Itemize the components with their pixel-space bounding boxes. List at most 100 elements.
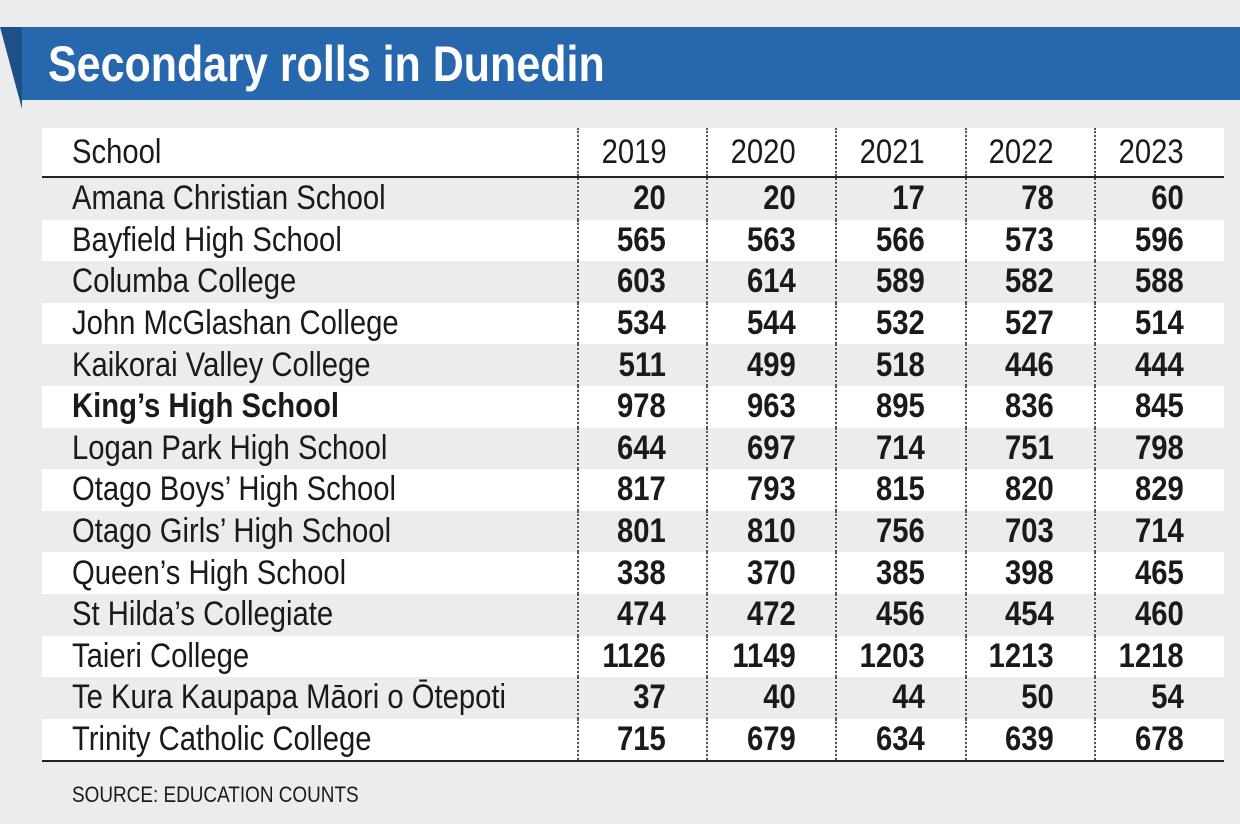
school-name-cell: King’s High School: [42, 385, 579, 428]
roll-value-cell: 370: [706, 552, 837, 594]
roll-value-cell: 793: [706, 469, 837, 511]
roll-value-cell: 798: [1093, 427, 1224, 470]
roll-value-cell: 456: [835, 593, 966, 636]
roll-value-cell: 644: [577, 427, 708, 470]
roll-value-cell: 338: [577, 552, 708, 594]
roll-value-cell: 1149: [706, 635, 837, 678]
roll-value-cell: 614: [706, 261, 837, 303]
chart-title: Secondary rolls in Dunedin: [48, 36, 605, 92]
school-name-cell: Taieri College: [42, 635, 579, 678]
column-header-2022: 2022: [964, 128, 1095, 177]
roll-value-cell: 582: [964, 261, 1095, 303]
table-row: King’s High School 978 963 895 836 845: [42, 385, 1224, 428]
roll-value-cell: 845: [1093, 385, 1224, 428]
table-row: St Hilda’s Collegiate 474 472 456 454 460: [42, 593, 1224, 636]
table-row: Te Kura Kaupapa Māori o Ōtepoti 37 40 44 50 5…: [42, 677, 1224, 719]
roll-value-cell: 810: [706, 510, 837, 553]
rolls-table: School 2019 2020 2021 2022 2023 Amana Christi…: [42, 128, 1224, 762]
roll-value-cell: 756: [835, 510, 966, 553]
table-row: Bayfield High School 565 563 566 573 596: [42, 219, 1224, 262]
roll-value-cell: 446: [964, 344, 1095, 386]
school-name-cell: Bayfield High School: [42, 219, 579, 262]
school-name-cell: Otago Boys’ High School: [42, 469, 579, 511]
roll-value-cell: 54: [1093, 677, 1224, 719]
roll-value-cell: 817: [577, 469, 708, 511]
roll-value-cell: 697: [706, 427, 837, 470]
school-name-cell: St Hilda’s Collegiate: [42, 593, 579, 636]
table-row: Amana Christian School 20 20 17 78 60: [42, 177, 1224, 220]
roll-value-cell: 474: [577, 593, 708, 636]
roll-value-cell: 460: [1093, 593, 1224, 636]
roll-value-cell: 679: [706, 718, 837, 762]
table-row: Kaikorai Valley College 511 499 518 446 444: [42, 344, 1224, 386]
roll-value-cell: 589: [835, 261, 966, 303]
roll-value-cell: 820: [964, 469, 1095, 511]
banner-fold: [0, 27, 22, 109]
school-name-cell: Kaikorai Valley College: [42, 344, 579, 386]
school-name-cell: Otago Girls’ High School: [42, 510, 579, 553]
school-name-cell: John McGlashan College: [42, 302, 579, 345]
roll-value-cell: 1213: [964, 635, 1095, 678]
roll-value-cell: 639: [964, 718, 1095, 762]
table-row: Otago Girls’ High School 801 810 756 703 714: [42, 510, 1224, 553]
roll-value-cell: 385: [835, 552, 966, 594]
roll-value-cell: 715: [577, 718, 708, 762]
table-row: Taieri College 1126 1149 1203 1213 1218: [42, 635, 1224, 678]
roll-value-cell: 634: [835, 718, 966, 762]
roll-value-cell: 1218: [1093, 635, 1224, 678]
roll-value-cell: 511: [577, 344, 708, 386]
table-row: Queen’s High School 338 370 385 398 465: [42, 552, 1224, 594]
roll-value-cell: 565: [577, 219, 708, 262]
roll-value-cell: 963: [706, 385, 837, 428]
roll-value-cell: 1126: [577, 635, 708, 678]
roll-value-cell: 444: [1093, 344, 1224, 386]
roll-value-cell: 532: [835, 302, 966, 345]
table-header-row: School 2019 2020 2021 2022 2023: [42, 128, 1224, 177]
roll-value-cell: 78: [964, 177, 1095, 220]
roll-value-cell: 603: [577, 261, 708, 303]
table-row: Logan Park High School 644 697 714 751 798: [42, 427, 1224, 470]
roll-value-cell: 514: [1093, 302, 1224, 345]
school-name-cell: Logan Park High School: [42, 427, 579, 470]
table-row: Otago Boys’ High School 817 793 815 820 829: [42, 469, 1224, 511]
roll-value-cell: 978: [577, 385, 708, 428]
roll-value-cell: 815: [835, 469, 966, 511]
roll-value-cell: 751: [964, 427, 1095, 470]
source-note: SOURCE: EDUCATION COUNTS: [72, 782, 359, 807]
roll-value-cell: 20: [706, 177, 837, 220]
table-row: Columba College 603 614 589 582 588: [42, 261, 1224, 303]
roll-value-cell: 534: [577, 302, 708, 345]
roll-value-cell: 60: [1093, 177, 1224, 220]
roll-value-cell: 499: [706, 344, 837, 386]
column-header-2021: 2021: [835, 128, 966, 177]
roll-value-cell: 563: [706, 219, 837, 262]
roll-value-cell: 40: [706, 677, 837, 719]
roll-value-cell: 703: [964, 510, 1095, 553]
column-header-2019: 2019: [577, 128, 708, 177]
school-name-cell: Queen’s High School: [42, 552, 579, 594]
roll-value-cell: 518: [835, 344, 966, 386]
roll-value-cell: 544: [706, 302, 837, 345]
roll-value-cell: 44: [835, 677, 966, 719]
column-header-2020: 2020: [706, 128, 837, 177]
roll-value-cell: 17: [835, 177, 966, 220]
column-header-2023: 2023: [1093, 128, 1224, 177]
roll-value-cell: 50: [964, 677, 1095, 719]
roll-value-cell: 472: [706, 593, 837, 636]
roll-value-cell: 895: [835, 385, 966, 428]
roll-value-cell: 20: [577, 177, 708, 220]
column-header-school: School: [42, 128, 579, 177]
roll-value-cell: 37: [577, 677, 708, 719]
school-name-cell: Columba College: [42, 261, 579, 303]
roll-value-cell: 398: [964, 552, 1095, 594]
roll-value-cell: 566: [835, 219, 966, 262]
roll-value-cell: 596: [1093, 219, 1224, 262]
roll-value-cell: 573: [964, 219, 1095, 262]
roll-value-cell: 678: [1093, 718, 1224, 762]
roll-value-cell: 527: [964, 302, 1095, 345]
roll-value-cell: 465: [1093, 552, 1224, 594]
table-row: John McGlashan College 534 544 532 527 514: [42, 302, 1224, 345]
school-name-cell: Te Kura Kaupapa Māori o Ōtepoti: [42, 677, 579, 719]
roll-value-cell: 454: [964, 593, 1095, 636]
roll-value-cell: 1203: [835, 635, 966, 678]
